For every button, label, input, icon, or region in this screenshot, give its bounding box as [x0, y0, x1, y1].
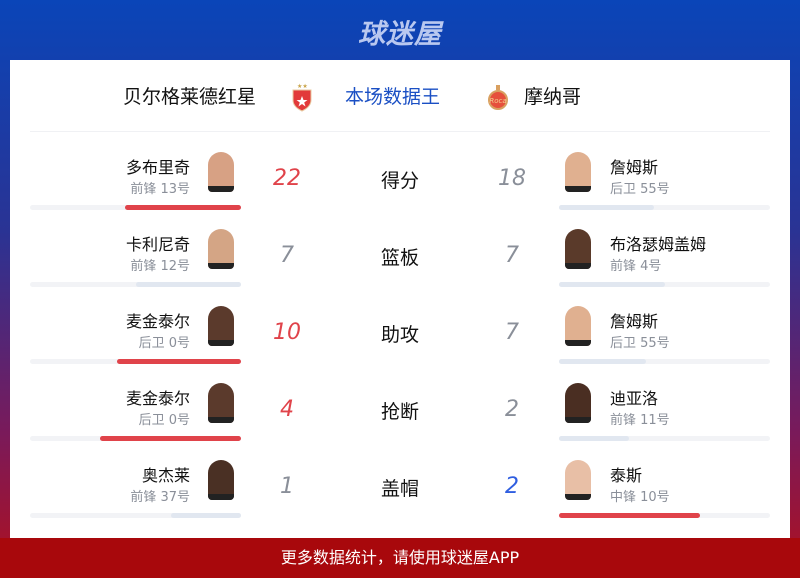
home-player-info: 后卫 0号	[138, 413, 190, 428]
svg-text:Roca: Roca	[489, 97, 506, 105]
home-bar-fill	[116, 359, 241, 364]
divider	[30, 131, 770, 132]
away-bar-fill	[559, 282, 665, 287]
home-stat-value: 1	[280, 474, 294, 499]
away-player-info: 中锋 10号	[610, 490, 670, 505]
home-stat-value: 22	[273, 166, 301, 191]
stat-label: 盖帽	[380, 478, 419, 500]
away-stat-value: 2	[505, 474, 519, 499]
away-bar-track	[559, 205, 770, 210]
stat-label: 得分	[380, 170, 419, 192]
stat-row: 奥杰莱 前锋 37号 1 盖帽 2 泰斯 中锋 10号	[10, 456, 790, 533]
home-bar-fill	[124, 205, 241, 210]
away-player-info: 前锋 4号	[610, 259, 662, 274]
away-player-avatar	[565, 306, 591, 346]
section-title: 本场数据王	[345, 86, 441, 108]
away-bar-track	[559, 436, 770, 441]
home-bar-track	[30, 282, 241, 287]
app-promo-banner[interactable]: 更多数据统计，请使用球迷屋APP	[0, 538, 800, 578]
away-player-name: 迪亚洛	[610, 389, 659, 408]
stat-row: 卡利尼奇 前锋 12号 7 篮板 7 布洛瑟姆盖姆 前锋 4号	[10, 225, 790, 302]
home-player-name: 麦金泰尔	[125, 389, 190, 408]
away-bar-track	[559, 513, 770, 518]
home-player-name: 多布里奇	[125, 158, 190, 177]
home-player-name: 奥杰莱	[141, 466, 190, 485]
away-player-avatar	[565, 229, 591, 269]
away-stat-value: 2	[505, 397, 519, 422]
away-bar-fill	[559, 436, 629, 441]
away-player-info: 后卫 55号	[610, 336, 670, 351]
away-stat-value: 7	[505, 243, 519, 268]
home-player-info: 前锋 13号	[130, 182, 190, 197]
home-bar-track	[30, 205, 241, 210]
away-stat-value: 7	[505, 320, 519, 345]
away-team-name: 摩纳哥	[524, 86, 582, 108]
home-stat-value: 7	[280, 243, 294, 268]
home-team-name: 贝尔格莱德红星	[123, 86, 257, 108]
home-player-info: 前锋 37号	[130, 490, 190, 505]
stat-label: 篮板	[380, 247, 419, 269]
away-player-info: 前锋 11号	[610, 413, 670, 428]
home-bar-fill	[135, 282, 241, 287]
stat-row: 多布里奇 前锋 13号 22 得分 18 詹姆斯 后卫 55号	[10, 148, 790, 225]
stat-row: 麦金泰尔 后卫 0号 4 抢断 2 迪亚洛 前锋 11号	[10, 379, 790, 456]
monaco-badge-icon: Roca	[488, 85, 508, 110]
home-bar-fill	[99, 436, 241, 441]
home-player-name: 麦金泰尔	[125, 312, 190, 331]
away-bar-fill	[559, 513, 701, 518]
stat-label: 助攻	[380, 324, 419, 346]
home-bar-fill	[171, 513, 241, 518]
away-bar-fill	[559, 359, 646, 364]
home-player-avatar	[208, 460, 234, 500]
away-stat-value: 18	[498, 166, 526, 191]
away-player-avatar	[565, 460, 591, 500]
away-player-name: 詹姆斯	[610, 312, 659, 331]
svg-text:★★: ★★	[297, 83, 308, 90]
away-bar-track	[559, 282, 770, 287]
away-player-name: 泰斯	[610, 466, 643, 485]
home-bar-track	[30, 513, 241, 518]
away-bar-fill	[559, 205, 654, 210]
home-player-avatar	[208, 383, 234, 423]
home-player-avatar	[208, 306, 234, 346]
home-stat-value: 4	[280, 397, 294, 422]
home-bar-track	[30, 359, 241, 364]
app-logo: 球迷屋	[358, 19, 442, 50]
home-player-name: 卡利尼奇	[125, 235, 190, 254]
stat-row: 麦金泰尔 后卫 0号 10 助攻 7 詹姆斯 后卫 55号	[10, 302, 790, 379]
away-bar-track	[559, 359, 770, 364]
home-player-avatar	[208, 229, 234, 269]
red-star-badge-icon: ★★	[292, 83, 312, 112]
away-player-avatar	[565, 383, 591, 423]
home-player-info: 后卫 0号	[138, 336, 190, 351]
home-stat-value: 10	[273, 320, 301, 345]
home-player-avatar	[208, 152, 234, 192]
away-player-avatar	[565, 152, 591, 192]
stat-leaders-card: 贝尔格莱德红星 ★★ 本场数据王 Roca 摩纳哥 多布里奇 前锋 13号 22…	[10, 60, 790, 538]
away-player-name: 布洛瑟姆盖姆	[610, 235, 707, 254]
home-player-info: 前锋 12号	[130, 259, 190, 274]
stat-label: 抢断	[380, 401, 419, 423]
away-player-info: 后卫 55号	[610, 182, 670, 197]
away-player-name: 詹姆斯	[610, 158, 659, 177]
home-bar-track	[30, 436, 241, 441]
